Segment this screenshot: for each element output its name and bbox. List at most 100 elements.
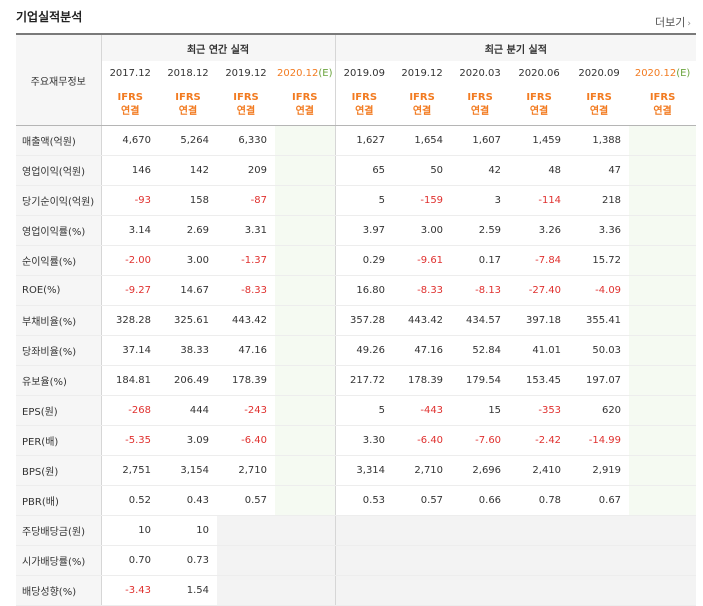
value-cell — [275, 185, 336, 216]
basis-header: IFRS 연결 — [101, 85, 159, 126]
value-cell: 1,654 — [393, 125, 452, 156]
value-cell — [629, 575, 697, 606]
row-label: 순이익률(%) — [16, 245, 102, 276]
value-cell — [275, 515, 336, 546]
row-label: BPS(원) — [16, 455, 102, 486]
period-header: 2017.12 — [101, 61, 159, 85]
value-cell: -2.42 — [509, 425, 570, 456]
value-cell: 179.54 — [451, 365, 510, 396]
value-cell: 2,710 — [393, 455, 452, 486]
basis-consolidated: 연결 — [178, 106, 198, 117]
value-cell: 3.00 — [393, 215, 452, 246]
value-cell: 0.78 — [509, 485, 570, 516]
table-row: ROE(%) -9.27 14.67 -8.33 16.80 -8.33 -8.13 -27.… — [16, 275, 697, 306]
period-label: 2020.12 — [277, 67, 319, 79]
financial-table: 주요재무정보 최근 연간 실적 최근 분기 실적 2017.12 2018.12 2… — [16, 33, 697, 606]
value-cell — [217, 575, 275, 606]
period-label: 2020.12 — [634, 67, 677, 79]
table-row: 매출액(억원) 4,670 5,264 6,330 1,627 1,654 1,607 1,4… — [16, 125, 697, 156]
basis-ifrs: IFRS — [233, 92, 259, 103]
table-row: 당기순이익(억원) -93 158 -87 5 -159 3 -114 218 — [16, 185, 697, 216]
value-cell: 325.61 — [159, 305, 217, 336]
value-cell: 3 — [451, 185, 510, 216]
value-cell — [275, 575, 336, 606]
estimate-marker: (E) — [318, 67, 333, 79]
table-row: 순이익률(%) -2.00 3.00 -1.37 0.29 -9.61 0.17 -7.84 1… — [16, 245, 697, 276]
corner-label: 주요재무정보 — [16, 33, 102, 126]
basis-ifrs: IFRS — [649, 92, 676, 103]
value-cell — [629, 245, 697, 276]
value-cell: -9.61 — [393, 245, 452, 276]
value-cell — [629, 185, 697, 216]
value-cell: -87 — [217, 185, 275, 216]
row-label: 매출액(억원) — [16, 125, 102, 156]
value-cell — [569, 515, 630, 546]
basis-consolidated: 연결 — [653, 106, 672, 117]
row-label: 유보율(%) — [16, 365, 102, 396]
table-row: 주당배당금(원) 10 10 — [16, 515, 697, 546]
value-cell: 3.97 — [335, 215, 394, 246]
value-cell: 2,919 — [569, 455, 630, 486]
table-row: PBR(배) 0.52 0.43 0.57 0.53 0.57 0.66 0.78 0.67 — [16, 485, 697, 516]
value-cell — [509, 575, 570, 606]
value-cell — [275, 545, 336, 576]
value-cell: 620 — [569, 395, 630, 426]
value-cell — [275, 425, 336, 456]
value-cell — [451, 575, 510, 606]
value-cell: 0.43 — [159, 485, 217, 516]
basis-ifrs: IFRS — [526, 92, 552, 103]
basis-consolidated: 연결 — [589, 106, 609, 117]
more-link[interactable]: 더보기 › — [655, 14, 691, 30]
value-cell: -9.27 — [101, 275, 159, 306]
value-cell: -7.84 — [509, 245, 570, 276]
value-cell: 2,710 — [217, 455, 275, 486]
value-cell — [629, 425, 697, 456]
period-label: 2019.12 — [225, 67, 267, 79]
row-label: 당기순이익(억원) — [16, 185, 102, 216]
value-cell: 1,459 — [509, 125, 570, 156]
value-cell — [335, 515, 394, 546]
value-cell: 158 — [159, 185, 217, 216]
value-cell: 2,751 — [101, 455, 159, 486]
basis-consolidated: 연결 — [470, 106, 490, 117]
value-cell: 357.28 — [335, 305, 394, 336]
value-cell: 0.52 — [101, 485, 159, 516]
table-row: 유보율(%) 184.81 206.49 178.39 217.72 178.39 179.… — [16, 365, 697, 396]
value-cell — [509, 515, 570, 546]
basis-ifrs: IFRS — [586, 92, 612, 103]
value-cell: 5 — [335, 185, 394, 216]
period-label: 2018.12 — [167, 67, 209, 79]
value-cell: -8.33 — [393, 275, 452, 306]
value-cell: -443 — [393, 395, 452, 426]
value-cell: -159 — [393, 185, 452, 216]
value-cell — [275, 245, 336, 276]
value-cell — [629, 515, 697, 546]
value-cell — [629, 455, 697, 486]
chevron-right-icon: › — [687, 19, 691, 29]
value-cell: -14.99 — [569, 425, 630, 456]
value-cell: 1,627 — [335, 125, 394, 156]
value-cell — [275, 485, 336, 516]
value-cell — [629, 215, 697, 246]
table-row: 부채비율(%) 328.28 325.61 443.42 357.28 443.42 434… — [16, 305, 697, 336]
basis-ifrs: IFRS — [409, 92, 435, 103]
row-label: ROE(%) — [16, 275, 102, 306]
basis-consolidated: 연결 — [412, 106, 432, 117]
basis-consolidated: 연결 — [121, 106, 140, 117]
value-cell: 3.30 — [335, 425, 394, 456]
basis-ifrs: IFRS — [351, 92, 378, 103]
value-cell: 0.57 — [393, 485, 452, 516]
value-cell: 14.67 — [159, 275, 217, 306]
row-label: EPS(원) — [16, 395, 102, 426]
value-cell: 209 — [217, 155, 275, 186]
basis-consolidated: 연결 — [236, 106, 256, 117]
basis-header: IFRS 연결 — [275, 85, 336, 126]
period-label: 2017.12 — [109, 67, 151, 79]
value-cell: 218 — [569, 185, 630, 216]
value-cell: -3.43 — [101, 575, 159, 606]
value-cell — [629, 335, 697, 366]
basis-header: IFRS 연결 — [569, 85, 630, 126]
quarterly-header: 최근 분기 실적 — [335, 33, 697, 61]
value-cell: 47 — [569, 155, 630, 186]
value-cell: 0.29 — [335, 245, 394, 276]
